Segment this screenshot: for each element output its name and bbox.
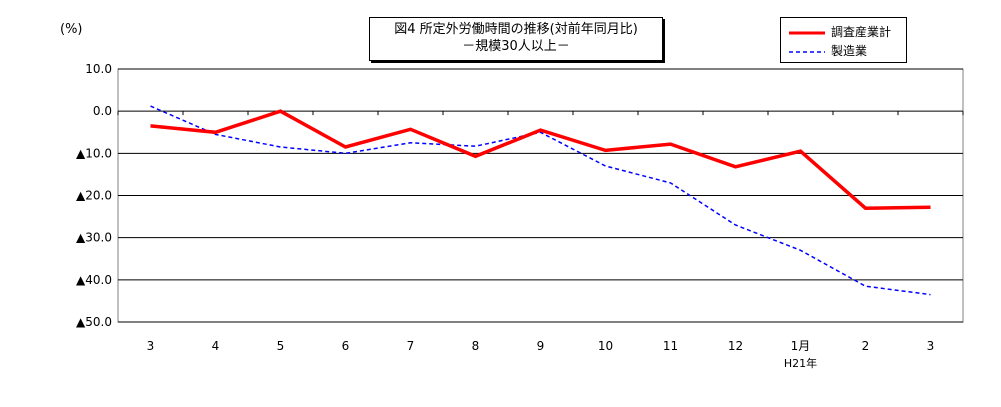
y-axis-unit-label: (%)	[60, 22, 83, 37]
x-tick-label: 3	[147, 339, 155, 353]
x-tick-label: 4	[212, 339, 220, 353]
x-tick-label: 2	[862, 339, 870, 353]
legend-item-manufacturing: 製造業	[789, 44, 867, 58]
series-line-manufacturing	[150, 105, 931, 296]
y-tick-label: ▲50.0	[76, 315, 112, 329]
y-tick-label: ▲30.0	[76, 231, 112, 245]
chart-subtitle: －規模30人以上－	[462, 39, 570, 54]
x-tick-label: 6	[342, 339, 350, 353]
x-tick-label: 8	[472, 339, 480, 353]
y-tick-label: ▲40.0	[76, 273, 112, 287]
legend-swatch-dashed	[789, 50, 825, 53]
legend-label: 調査産業計	[831, 25, 892, 39]
series-line-all-industries	[150, 109, 931, 210]
x-tick-label: 11	[663, 339, 678, 353]
x-tick-label: 10	[598, 339, 613, 353]
y-tick-label: 10.0	[85, 62, 112, 76]
legend-swatch-solid	[789, 31, 825, 34]
x-sublabel: H21年	[784, 356, 817, 370]
y-tick-label: ▲10.0	[76, 146, 112, 160]
x-tick-label: 7	[407, 339, 415, 353]
x-tick-label: 1月	[791, 339, 811, 353]
x-tick-label: 12	[728, 339, 743, 353]
legend-item-all-industries: 調査産業計	[789, 25, 891, 39]
y-tick-label: ▲20.0	[76, 189, 112, 203]
chart-legend: 調査産業計 製造業	[780, 17, 907, 63]
y-tick-label: 0.0	[93, 104, 112, 118]
x-tick-label: 5	[277, 339, 285, 353]
chart-title: 図4 所定外労働時間の推移(対前年同月比)	[394, 22, 638, 37]
chart-title-box: 図4 所定外労働時間の推移(対前年同月比) －規模30人以上－	[369, 17, 663, 61]
x-tick-label: 3	[927, 339, 935, 353]
x-tick-label: 9	[537, 339, 545, 353]
legend-label: 製造業	[831, 44, 868, 58]
